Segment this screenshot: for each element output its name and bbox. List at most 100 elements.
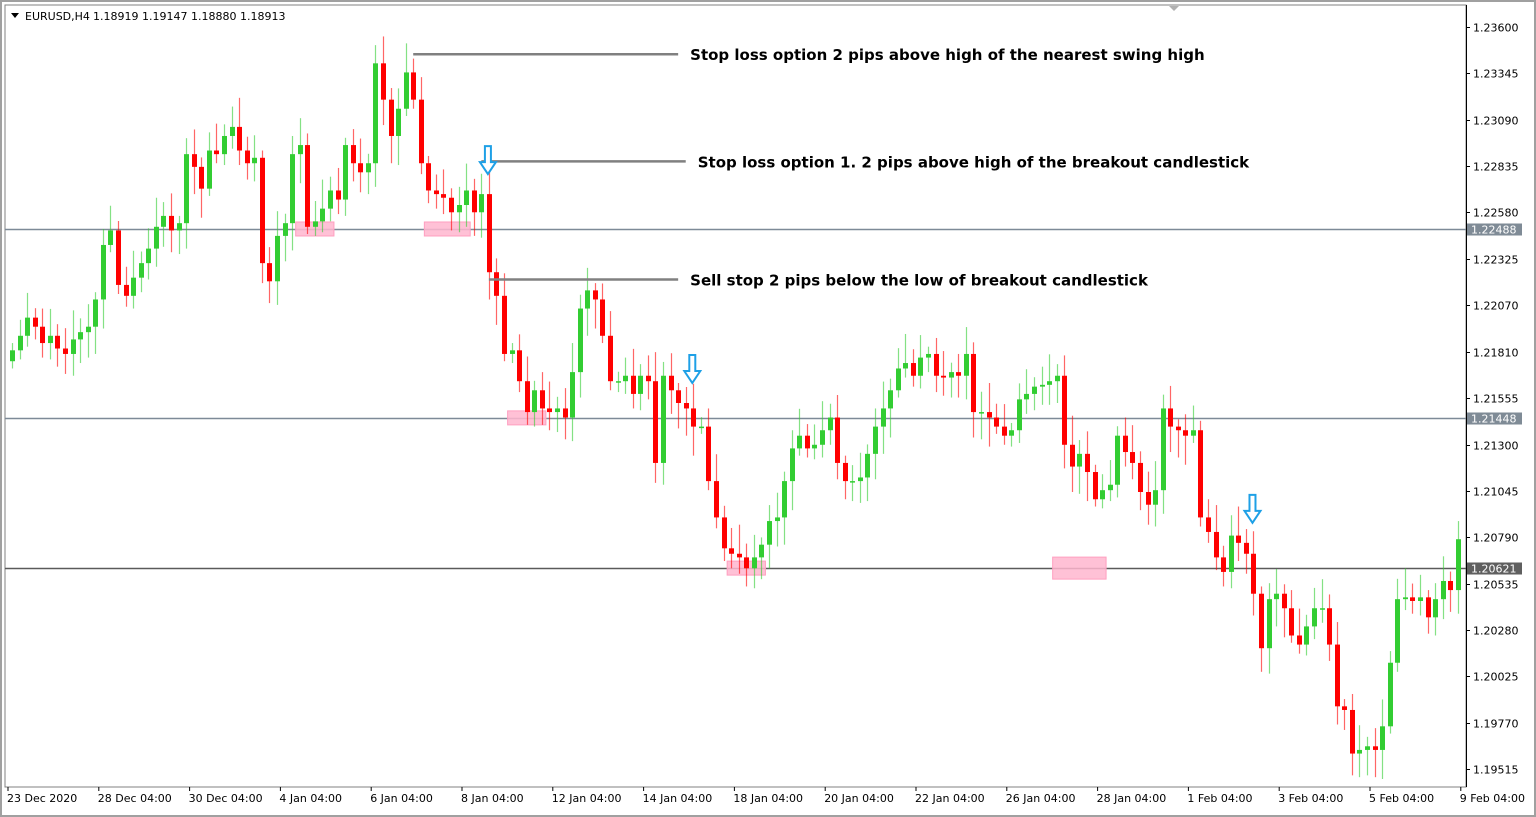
candlestick[interactable] — [1168, 385, 1173, 453]
candlestick[interactable] — [555, 396, 560, 433]
candlestick[interactable] — [1017, 383, 1022, 443]
candlestick[interactable] — [472, 178, 477, 236]
candlestick[interactable] — [631, 348, 636, 409]
candlestick[interactable] — [775, 492, 780, 547]
candlestick[interactable] — [911, 349, 916, 387]
candlestick[interactable] — [449, 188, 454, 231]
candlestick[interactable] — [1123, 417, 1128, 467]
candlestick[interactable] — [373, 45, 378, 187]
candlestick[interactable] — [131, 250, 136, 309]
candlestick[interactable] — [532, 380, 537, 427]
candlestick[interactable] — [653, 352, 658, 483]
candlestick[interactable] — [192, 129, 197, 195]
candlestick[interactable] — [1130, 425, 1135, 480]
candlestick[interactable] — [93, 292, 98, 354]
candlestick[interactable] — [1304, 614, 1309, 656]
candlestick[interactable] — [411, 58, 416, 109]
candlestick[interactable] — [729, 527, 734, 569]
candlestick[interactable] — [275, 211, 280, 305]
candlestick[interactable] — [230, 106, 235, 149]
candlestick[interactable] — [517, 334, 522, 393]
candlestick[interactable] — [1108, 460, 1113, 502]
candlestick[interactable] — [1198, 420, 1203, 527]
candlestick[interactable] — [396, 88, 401, 166]
candlestick[interactable] — [1403, 568, 1408, 611]
candlestick[interactable] — [812, 424, 817, 460]
candlestick[interactable] — [971, 342, 976, 438]
candlestick[interactable] — [1183, 414, 1188, 465]
candlestick[interactable] — [638, 364, 643, 411]
candlestick[interactable] — [169, 193, 174, 253]
candlestick[interactable] — [1206, 499, 1211, 543]
candlestick[interactable] — [1289, 590, 1294, 643]
candlestick[interactable] — [1047, 354, 1052, 405]
candlestick[interactable] — [1388, 651, 1393, 734]
candlestick[interactable] — [1312, 587, 1317, 640]
candlestick[interactable] — [298, 118, 303, 184]
candlestick[interactable] — [1320, 579, 1325, 623]
candlestick[interactable] — [1221, 545, 1226, 587]
candlestick[interactable] — [252, 135, 257, 182]
candlestick[interactable] — [1373, 728, 1378, 778]
candlestick[interactable] — [1062, 355, 1067, 469]
candlestick[interactable] — [161, 202, 166, 247]
candlestick[interactable] — [934, 337, 939, 393]
candlestick[interactable] — [1297, 608, 1302, 654]
candlestick[interactable] — [752, 534, 757, 589]
candlestick[interactable] — [1327, 594, 1332, 661]
candlestick[interactable] — [487, 165, 492, 300]
candlestick[interactable] — [86, 304, 91, 358]
candlestick[interactable] — [1055, 364, 1060, 403]
candlestick[interactable] — [691, 383, 696, 456]
candlestick[interactable] — [199, 157, 204, 218]
candlestick[interactable] — [722, 505, 727, 562]
candlestick[interactable] — [1350, 693, 1355, 776]
candlestick[interactable] — [1085, 431, 1090, 502]
candlestick[interactable] — [464, 163, 469, 227]
candlestick[interactable] — [1229, 515, 1234, 589]
candlestick[interactable] — [434, 174, 439, 209]
candlestick[interactable] — [1282, 584, 1287, 638]
candlestick[interactable] — [949, 362, 954, 398]
candlestick[interactable] — [1335, 622, 1340, 725]
candlestick[interactable] — [820, 401, 825, 458]
candlestick[interactable] — [881, 381, 886, 454]
candlestick[interactable] — [1236, 506, 1241, 562]
candlestick[interactable] — [706, 408, 711, 491]
candlestick[interactable] — [850, 465, 855, 502]
candlestick[interactable] — [1146, 471, 1151, 525]
candlestick[interactable] — [441, 169, 446, 215]
candlestick[interactable] — [494, 258, 499, 325]
candlestick[interactable] — [744, 543, 749, 587]
candlestick[interactable] — [71, 310, 76, 376]
candlestick[interactable] — [987, 383, 992, 447]
candlestick[interactable] — [457, 186, 462, 233]
candlestick[interactable] — [714, 454, 719, 529]
candlestick[interactable] — [1426, 590, 1431, 634]
candlestick[interactable] — [1395, 578, 1400, 672]
candlestick[interactable] — [918, 335, 923, 389]
candlestick[interactable] — [888, 378, 893, 438]
candlestick[interactable] — [1259, 586, 1264, 672]
candlestick[interactable] — [10, 343, 15, 369]
candlestick[interactable] — [426, 155, 431, 204]
candlestick[interactable] — [381, 36, 386, 126]
candlestick[interactable] — [1456, 521, 1461, 614]
candlestick[interactable] — [1244, 529, 1249, 574]
candlestick[interactable] — [1024, 369, 1029, 414]
candlestick[interactable] — [767, 505, 772, 569]
candlestick[interactable] — [108, 205, 113, 253]
candlestick[interactable] — [623, 357, 628, 394]
scroll-marker-icon[interactable] — [1169, 6, 1179, 11]
candlestick[interactable] — [336, 167, 341, 215]
candlestick[interactable] — [759, 537, 764, 580]
candlestick[interactable] — [1365, 736, 1370, 776]
candlestick[interactable] — [146, 228, 151, 280]
candlestick[interactable] — [1153, 461, 1158, 527]
candlestick[interactable] — [699, 417, 704, 434]
candlestick[interactable] — [1214, 505, 1219, 571]
candlestick[interactable] — [1077, 440, 1082, 494]
candlestick[interactable] — [858, 452, 863, 503]
candlestick[interactable] — [389, 88, 394, 164]
candlestick[interactable] — [903, 333, 908, 378]
